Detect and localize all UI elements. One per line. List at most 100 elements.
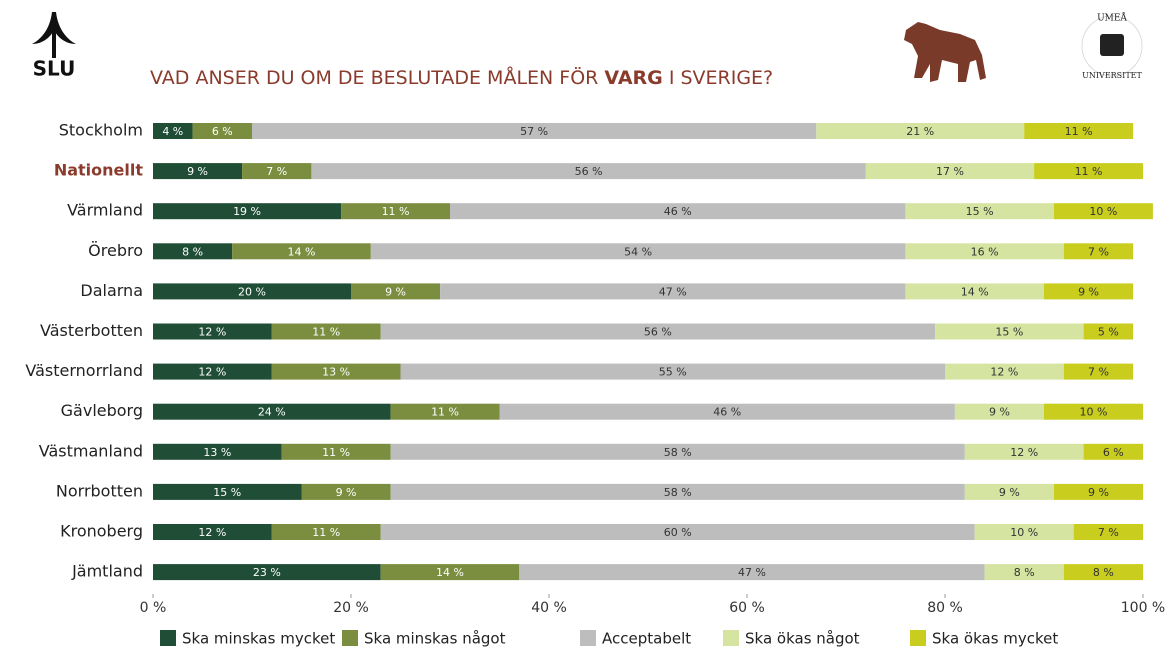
value-label: 11 % xyxy=(431,406,459,419)
bar-segment xyxy=(301,483,391,500)
bar-segment xyxy=(380,564,520,581)
bar-segment xyxy=(400,363,945,380)
category-label: Gävleborg xyxy=(61,401,143,420)
bar-segment xyxy=(954,403,1044,420)
value-label: 11 % xyxy=(1075,165,1103,178)
bar-segment xyxy=(232,243,371,260)
bar-segment xyxy=(905,243,1064,260)
value-label: 56 % xyxy=(644,326,672,339)
value-label: 46 % xyxy=(713,406,741,419)
bar-segment xyxy=(153,243,233,260)
umea-seal: UMEÅ UNIVERSITET xyxy=(1081,12,1143,80)
value-label: 60 % xyxy=(664,526,692,539)
value-label: 11 % xyxy=(322,446,350,459)
legend-label: Ska minskas något xyxy=(364,630,506,648)
value-label: 7 % xyxy=(266,165,287,178)
chart-title: VAD ANSER DU OM DE BESLUTADE MÅLEN FÖR V… xyxy=(150,66,773,89)
value-label: 17 % xyxy=(936,165,964,178)
legend-swatch xyxy=(723,630,739,646)
bar-segment xyxy=(242,163,312,180)
bar-segment xyxy=(1083,443,1143,460)
bar-segment xyxy=(153,203,342,220)
value-label: 20 % xyxy=(238,285,266,298)
bar-segment xyxy=(974,524,1074,540)
legend-swatch xyxy=(160,630,176,646)
bar-segment xyxy=(905,283,1044,300)
value-label: 14 % xyxy=(961,285,989,298)
value-label: 13 % xyxy=(322,366,350,379)
legend-swatch xyxy=(342,630,358,646)
bar-segment xyxy=(153,483,302,500)
value-label: 9 % xyxy=(1078,285,1099,298)
x-tick-label: 60 % xyxy=(729,600,765,616)
legend-label: Acceptabelt xyxy=(602,630,691,648)
value-label: 11 % xyxy=(312,326,340,339)
bar-segment xyxy=(450,203,906,220)
value-label: 9 % xyxy=(1088,486,1109,499)
value-label: 9 % xyxy=(385,285,406,298)
category-label: Jämtland xyxy=(71,562,143,581)
bar-segment xyxy=(984,564,1064,581)
bar-segment xyxy=(1053,483,1143,500)
bar-segment xyxy=(341,203,450,220)
value-label: 12 % xyxy=(198,526,226,539)
slu-text: SLU xyxy=(33,57,76,81)
value-label: 21 % xyxy=(906,125,934,138)
value-label: 12 % xyxy=(198,366,226,379)
bar-segment xyxy=(153,363,272,380)
value-label: 12 % xyxy=(1010,446,1038,459)
x-tick-label: 0 % xyxy=(140,600,167,616)
value-label: 9 % xyxy=(989,406,1010,419)
value-label: 9 % xyxy=(187,165,208,178)
category-label: Kronoberg xyxy=(60,522,143,541)
bar-segment xyxy=(311,163,866,180)
bar-segment xyxy=(945,363,1064,380)
bar-segment xyxy=(153,283,351,300)
value-label: 6 % xyxy=(1103,446,1124,459)
category-label: Norrbotten xyxy=(56,481,143,500)
bar-segment xyxy=(964,483,1054,500)
value-label: 7 % xyxy=(1098,526,1119,539)
seal-bottom: UNIVERSITET xyxy=(1082,71,1142,80)
value-label: 7 % xyxy=(1088,366,1109,379)
category-label: Västerbotten xyxy=(40,321,143,340)
value-label: 11 % xyxy=(312,526,340,539)
legend-swatch xyxy=(580,630,596,646)
category-label: Nationellt xyxy=(54,161,144,180)
bar-segment xyxy=(153,524,272,540)
title-part: VAD ANSER DU OM DE BESLUTADE MÅLEN FÖR xyxy=(150,66,604,89)
value-label: 15 % xyxy=(966,205,994,218)
bar-segment xyxy=(1073,524,1143,540)
x-tick-label: 40 % xyxy=(531,600,567,616)
bar-segment xyxy=(153,443,282,460)
value-label: 4 % xyxy=(162,125,183,138)
value-label: 23 % xyxy=(253,566,281,579)
bar-segment xyxy=(816,123,1025,139)
category-label: Dalarna xyxy=(80,281,143,300)
bar-segment xyxy=(351,283,441,300)
bar-segment xyxy=(252,123,817,139)
seal-top: UMEÅ xyxy=(1097,12,1127,24)
category-label: Västernorrland xyxy=(25,361,143,380)
value-label: 55 % xyxy=(659,366,687,379)
bar-segment xyxy=(1044,403,1143,420)
value-label: 15 % xyxy=(995,326,1023,339)
value-label: 14 % xyxy=(288,245,316,258)
bar-segment xyxy=(1053,203,1153,220)
bar-segment xyxy=(519,564,985,581)
value-label: 6 % xyxy=(212,125,233,138)
bar-segment xyxy=(1063,243,1134,260)
bar-segment xyxy=(380,323,936,340)
value-label: 8 % xyxy=(1014,566,1035,579)
legend-label: Ska ökas mycket xyxy=(932,630,1058,648)
bar-segment xyxy=(440,283,906,300)
slu-logo: SLU xyxy=(32,12,76,81)
legend-swatch xyxy=(910,630,926,646)
value-label: 58 % xyxy=(664,446,692,459)
value-label: 11 % xyxy=(1065,125,1093,138)
bar-segment xyxy=(905,203,1054,220)
value-label: 47 % xyxy=(659,285,687,298)
bar-segment xyxy=(964,443,1084,460)
value-label: 9 % xyxy=(999,486,1020,499)
value-label: 9 % xyxy=(336,486,357,499)
